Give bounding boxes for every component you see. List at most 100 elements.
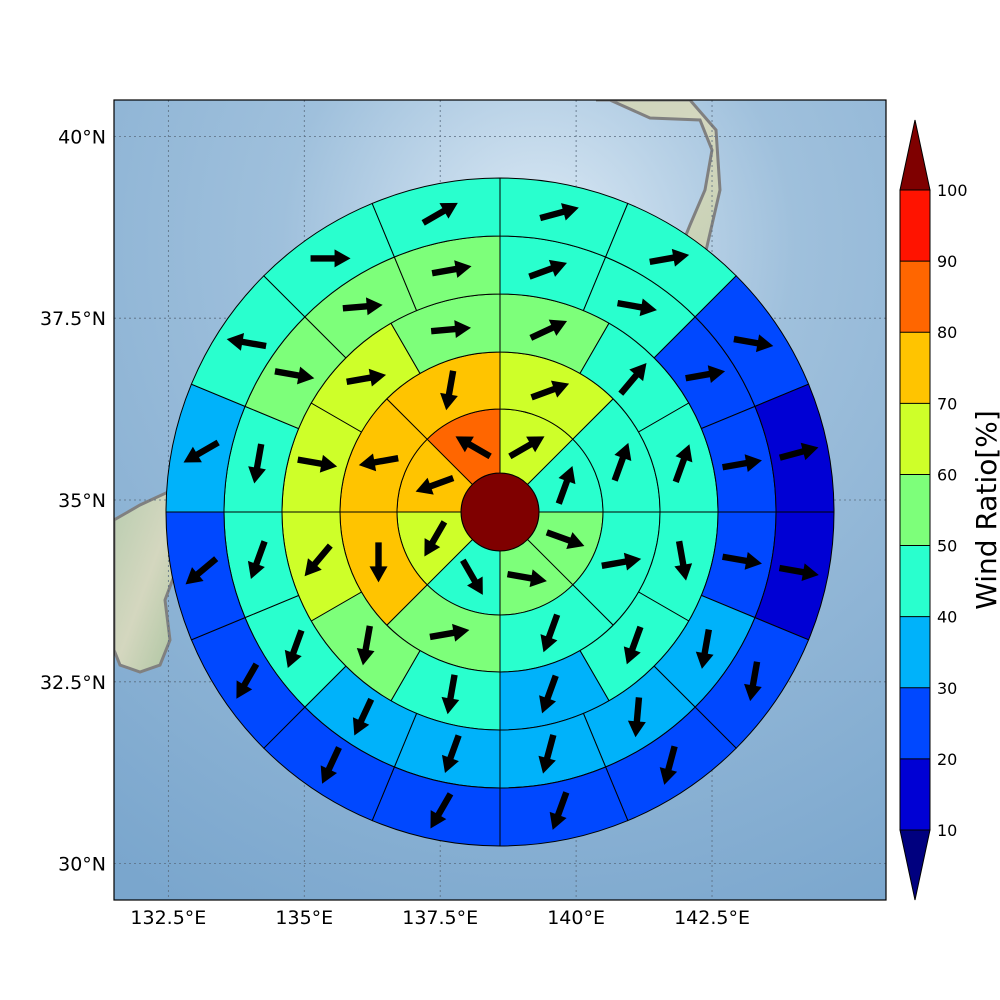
wind-arrow bbox=[649, 248, 690, 267]
wind-arrow bbox=[441, 734, 462, 774]
lon-tick-label: 135°E bbox=[275, 907, 333, 929]
wind-arrow bbox=[310, 249, 351, 268]
colorbar-tick-label: 10 bbox=[937, 821, 957, 840]
wind-arrow bbox=[539, 674, 559, 714]
wind-arrow bbox=[685, 365, 726, 383]
wind-arrow bbox=[415, 474, 455, 495]
wind-arrow bbox=[284, 629, 305, 669]
wind-arrow bbox=[529, 319, 568, 341]
wind-arrow bbox=[695, 628, 714, 669]
wind-arrow bbox=[358, 453, 399, 472]
colorbar-tick-label: 90 bbox=[937, 252, 957, 271]
land-shikoku-kyushu bbox=[114, 489, 182, 674]
wind-arrow bbox=[460, 558, 483, 595]
lat-tick-label: 35°N bbox=[58, 490, 106, 512]
wind-arrow bbox=[618, 363, 647, 396]
colorbar-bin bbox=[900, 545, 930, 617]
wind-arrow bbox=[508, 436, 545, 460]
colorbar-tick-label: 100 bbox=[937, 181, 968, 200]
colorbar-over-extension bbox=[899, 119, 931, 191]
colorbar-bin bbox=[900, 758, 930, 830]
wind-arrow bbox=[183, 439, 220, 463]
lon-tick-label: 142.5°E bbox=[674, 907, 750, 929]
colorbar-bin bbox=[900, 687, 930, 759]
wind-arrow bbox=[778, 563, 819, 582]
colorbar-tick-label: 30 bbox=[937, 679, 957, 698]
wind-arrow bbox=[540, 613, 561, 653]
lon-tick-label: 132.5°E bbox=[130, 907, 206, 929]
wind-arrow bbox=[441, 674, 460, 715]
wind-arrow bbox=[346, 368, 387, 387]
lat-tick-label: 30°N bbox=[58, 854, 106, 876]
colorbar-under-extension bbox=[899, 829, 931, 901]
colorbar-bin bbox=[900, 616, 930, 688]
wind-arrow bbox=[672, 444, 693, 483]
wind-arrow bbox=[424, 520, 448, 557]
wind-arrow bbox=[274, 366, 315, 385]
wind-arrow bbox=[304, 543, 333, 577]
wind-arrow bbox=[627, 697, 646, 738]
wind-arrow bbox=[226, 332, 267, 351]
wind-arrow bbox=[429, 623, 470, 642]
colorbar-bin bbox=[900, 403, 930, 475]
wind-arrow bbox=[342, 297, 383, 316]
lat-tick-label: 37.5°N bbox=[40, 308, 106, 330]
colorbar-tick-label: 70 bbox=[937, 394, 957, 413]
wind-arrow bbox=[297, 454, 338, 473]
latitude-tick-labels: 30°N 32.5°N 35°N 37.5°N 40°N bbox=[40, 126, 106, 875]
lat-tick-label: 40°N bbox=[58, 126, 106, 148]
wind-arrow bbox=[722, 454, 762, 472]
lon-tick-label: 137.5°E bbox=[402, 907, 478, 929]
colorbar-tick-label: 50 bbox=[937, 537, 957, 556]
lat-tick-label: 32.5°N bbox=[40, 672, 106, 694]
wind-arrow bbox=[430, 792, 454, 829]
wind-arrow bbox=[545, 529, 585, 549]
colorbar-tick-label: 40 bbox=[937, 608, 957, 627]
wind-arrow bbox=[539, 203, 579, 222]
lon-tick-label: 140°E bbox=[547, 907, 605, 929]
colorbar: 10 20 30 40 50 60 70 80 90 100 bbox=[899, 119, 968, 901]
colorbar-tick-label: 80 bbox=[937, 323, 957, 342]
colorbar-bin bbox=[900, 261, 930, 333]
wind-arrow bbox=[674, 540, 693, 581]
wind-arrow bbox=[320, 746, 342, 784]
wind-arrow bbox=[659, 745, 678, 785]
wind-arrow bbox=[733, 334, 774, 353]
wind-arrow bbox=[549, 791, 570, 830]
wind-arrow bbox=[440, 370, 458, 411]
colorbar-tick-label: 20 bbox=[937, 750, 957, 769]
wind-arrow bbox=[623, 625, 644, 665]
colorbar-bin bbox=[900, 474, 930, 546]
wind-arrow bbox=[421, 202, 458, 226]
wind-direction-arrows bbox=[183, 202, 819, 830]
wind-arrow bbox=[431, 260, 472, 278]
wind-arrow bbox=[455, 436, 492, 460]
wind-arrow bbox=[247, 540, 268, 579]
longitude-tick-labels: 132.5°E 135°E 137.5°E 140°E 142.5°E bbox=[130, 907, 750, 929]
colorbar-bin bbox=[900, 190, 930, 262]
wind-arrow bbox=[185, 556, 219, 585]
wind-arrow bbox=[616, 298, 657, 317]
wind-arrow bbox=[601, 552, 642, 571]
wind-arrow bbox=[236, 662, 260, 699]
wind-arrow bbox=[778, 442, 819, 461]
wind-arrow bbox=[538, 734, 557, 774]
wind-arrow bbox=[744, 661, 762, 702]
wind-arrow bbox=[555, 466, 576, 505]
colorbar-title: Wind Ratio[%] bbox=[970, 410, 1000, 610]
wind-arrow bbox=[506, 569, 547, 588]
wind-arrow bbox=[530, 380, 570, 401]
map-frame bbox=[113, 99, 887, 901]
wind-arrow bbox=[722, 552, 762, 570]
wind-arrow bbox=[356, 625, 375, 666]
wind-arrow bbox=[248, 443, 266, 484]
wind-arrow bbox=[369, 542, 388, 583]
colorbar-tick-label: 60 bbox=[937, 465, 957, 484]
wind-arrow bbox=[611, 442, 632, 482]
wind-arrow bbox=[430, 320, 472, 339]
wind-arrow bbox=[352, 697, 375, 736]
wind-ratio-cells bbox=[165, 177, 835, 847]
wind-arrow bbox=[528, 259, 567, 280]
colorbar-bin bbox=[900, 332, 930, 404]
